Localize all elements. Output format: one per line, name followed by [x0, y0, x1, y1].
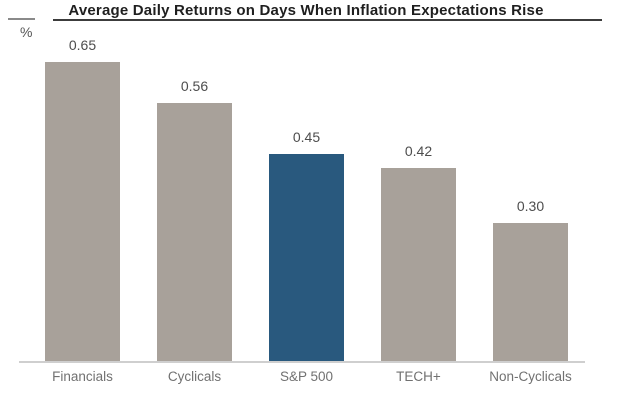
value-label-non-cyclicals: 0.30 — [516, 198, 545, 214]
category-label-non-cyclicals: Non-Cyclicals — [489, 369, 572, 384]
category-label-s-p-500: S&P 500 — [279, 369, 334, 384]
bar-tech — [381, 168, 456, 361]
category-label-tech: TECH+ — [396, 369, 441, 384]
value-label-cyclicals: 0.56 — [180, 78, 209, 94]
category-label-cyclicals: Cyclicals — [167, 369, 222, 384]
bar-cyclicals — [157, 103, 232, 361]
value-label-tech: 0.42 — [404, 143, 433, 159]
top-left-dash — [8, 18, 35, 20]
chart-title: Average Daily Returns on Days When Infla… — [68, 2, 544, 19]
bar-non-cyclicals — [493, 223, 568, 361]
title-underline — [53, 19, 602, 21]
bar-s-p-500 — [269, 154, 344, 361]
category-label-financials: Financials — [52, 369, 113, 384]
value-label-financials: 0.65 — [68, 37, 97, 53]
x-axis-line — [19, 361, 585, 363]
y-axis-unit-label: % — [20, 24, 33, 40]
value-label-s-p-500: 0.45 — [292, 129, 321, 145]
bar-financials — [45, 62, 120, 361]
